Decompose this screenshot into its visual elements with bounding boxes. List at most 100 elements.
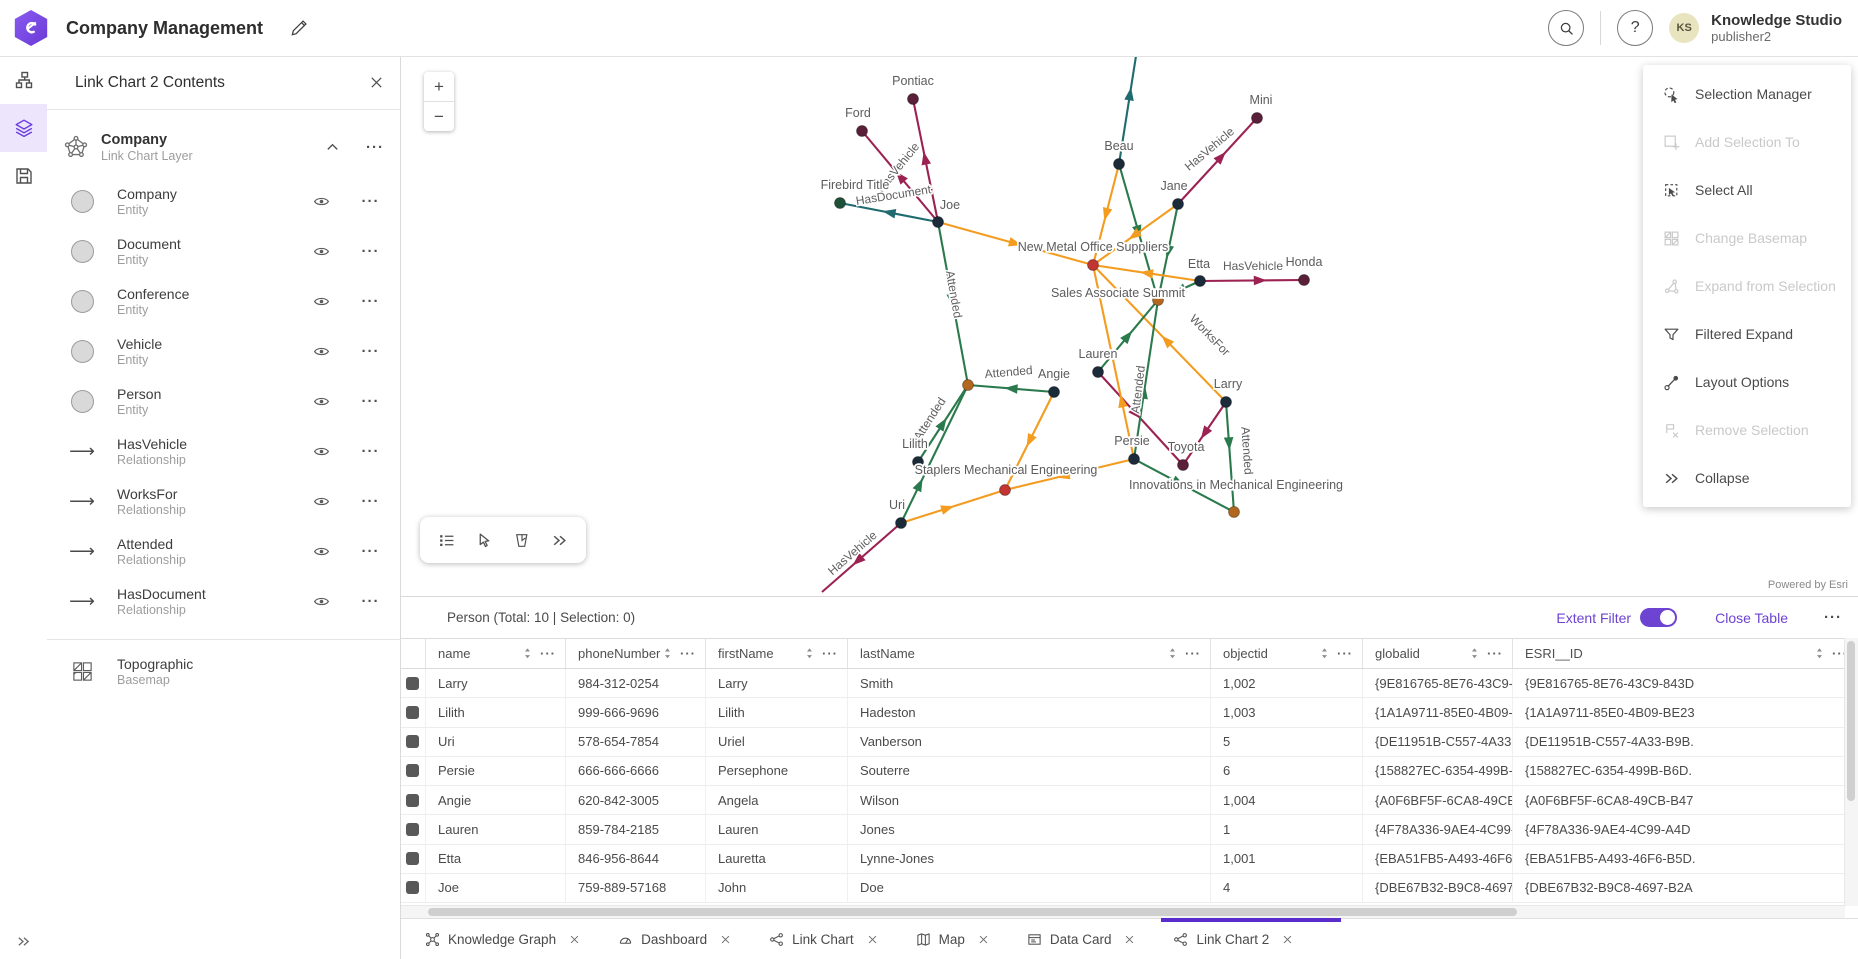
- chevron-up-icon[interactable]: [325, 140, 340, 155]
- nav-item-layers[interactable]: [0, 104, 47, 152]
- menu-item-selection-manager[interactable]: Selection Manager: [1643, 70, 1851, 118]
- tab-link-chart[interactable]: Link Chart: [769, 919, 878, 959]
- item-options-icon[interactable]: ···: [361, 592, 380, 610]
- tab-close-icon[interactable]: [1124, 934, 1135, 945]
- column-options-icon[interactable]: ···: [680, 646, 696, 661]
- item-options-icon[interactable]: ···: [361, 492, 380, 510]
- polygon-select-icon[interactable]: [513, 532, 530, 549]
- graph-node-angie[interactable]: [1048, 386, 1060, 398]
- graph-node-larry[interactable]: [1220, 396, 1232, 408]
- visibility-toggle[interactable]: [301, 393, 341, 410]
- graph-node-persie[interactable]: [1128, 453, 1140, 465]
- column-options-icon[interactable]: ···: [822, 646, 838, 661]
- graph-edge-Attended[interactable]: [1132, 299, 1160, 460]
- nav-item-project-tree[interactable]: [0, 56, 47, 104]
- layer-item-Attended[interactable]: ⟶ Attended Relationship ···: [47, 526, 400, 576]
- table-options-icon[interactable]: ···: [1824, 609, 1842, 626]
- avatar[interactable]: KS: [1669, 13, 1700, 43]
- close-table-button[interactable]: Close Table: [1715, 609, 1788, 626]
- layer-options-icon[interactable]: ···: [366, 138, 384, 156]
- table-row[interactable]: Uri 578-654-7854 Uriel Vanberson 5 {DE11951B-…: [400, 727, 1858, 757]
- link-chart-canvas[interactable]: HasVehicle HasDocument Attended HasVehicle H…: [400, 56, 1858, 596]
- column-options-icon[interactable]: ···: [1487, 646, 1503, 661]
- layer-item-Person[interactable]: Person Entity ···: [47, 376, 400, 426]
- tab-dashboard[interactable]: Dashboard: [618, 919, 731, 959]
- tab-link-chart-2[interactable]: Link Chart 2: [1161, 918, 1341, 959]
- sort-icon[interactable]: [1815, 647, 1824, 660]
- column-options-icon[interactable]: ···: [1185, 646, 1201, 661]
- graph-edge-Attended[interactable]: [1224, 401, 1236, 513]
- menu-item-layout-options[interactable]: Layout Options: [1643, 358, 1851, 406]
- column-options-icon[interactable]: ···: [1832, 646, 1848, 661]
- column-header-ESRI__ID[interactable]: ESRI__ID ···: [1513, 639, 1858, 668]
- graph-node-sas[interactable]: [1152, 294, 1164, 306]
- graph-node-hub[interactable]: [962, 379, 974, 391]
- graph-node-pontiac[interactable]: [907, 93, 919, 105]
- item-options-icon[interactable]: ···: [361, 542, 380, 560]
- legend-list-icon[interactable]: [438, 532, 455, 549]
- row-checkbox[interactable]: [406, 676, 419, 690]
- graph-edge-HasDocument[interactable]: [1117, 56, 1138, 165]
- link-chart-layer-row[interactable]: Company Link Chart Layer ···: [47, 118, 400, 176]
- row-checkbox[interactable]: [406, 705, 419, 719]
- graph-node-etta[interactable]: [1194, 275, 1206, 287]
- table-row[interactable]: Joe 759-889-57168 John Doe 4 {DBE67B32-B9C8-4…: [400, 873, 1858, 903]
- column-header-globalid[interactable]: globalid ···: [1363, 639, 1513, 668]
- panel-collapse-button[interactable]: [0, 934, 47, 949]
- close-panel-icon[interactable]: [369, 75, 384, 90]
- table-row[interactable]: Lauren 859-784-2185 Lauren Jones 1 {4F78A336-…: [400, 815, 1858, 845]
- column-header-phoneNumber[interactable]: phoneNumber ···: [566, 639, 706, 668]
- item-options-icon[interactable]: ···: [361, 442, 380, 460]
- tab-knowledge-graph[interactable]: Knowledge Graph: [425, 919, 580, 959]
- visibility-toggle[interactable]: [301, 593, 341, 610]
- nav-item-save[interactable]: [0, 152, 47, 200]
- edit-title-pencil-icon[interactable]: [289, 19, 308, 38]
- horizontal-scrollbar-thumb[interactable]: [428, 908, 1517, 916]
- row-checkbox[interactable]: [406, 852, 419, 866]
- vertical-scrollbar-thumb[interactable]: [1847, 641, 1855, 801]
- graph-node-lilith[interactable]: [912, 456, 924, 468]
- tab-close-icon[interactable]: [720, 934, 731, 945]
- visibility-toggle[interactable]: [301, 343, 341, 360]
- table-row[interactable]: Persie 666-666-6666 Persephone Souterre 6 {15…: [400, 756, 1858, 786]
- layer-item-HasDocument[interactable]: ⟶ HasDocument Relationship ···: [47, 576, 400, 626]
- column-header-firstName[interactable]: firstName ···: [706, 639, 848, 668]
- graph-edge-WorksFor[interactable]: [1092, 264, 1227, 403]
- layer-item-HasVehicle[interactable]: ⟶ HasVehicle Relationship ···: [47, 426, 400, 476]
- item-options-icon[interactable]: ···: [361, 292, 380, 310]
- sort-icon[interactable]: [805, 647, 814, 660]
- item-options-icon[interactable]: ···: [361, 192, 380, 210]
- graph-edge-HasVehicle[interactable]: [1199, 278, 1305, 283]
- extent-filter-toggle[interactable]: [1640, 608, 1678, 627]
- zoom-out-button[interactable]: −: [434, 106, 444, 126]
- graph-node-nmos[interactable]: [1087, 259, 1099, 271]
- graph-edge-WorksFor[interactable]: [1091, 264, 1136, 460]
- visibility-toggle[interactable]: [301, 543, 341, 560]
- table-row[interactable]: Etta 846-956-8644 Lauretta Lynne-Jones 1,001…: [400, 844, 1858, 874]
- column-header-objectid[interactable]: objectid ···: [1211, 639, 1363, 668]
- menu-item-collapse[interactable]: Collapse: [1643, 454, 1851, 502]
- graph-edge-Attended[interactable]: [900, 384, 969, 524]
- tab-close-icon[interactable]: [867, 934, 878, 945]
- graph-node-uri[interactable]: [895, 517, 907, 529]
- tab-map[interactable]: Map: [916, 919, 989, 959]
- tab-close-icon[interactable]: [569, 934, 580, 945]
- sort-icon[interactable]: [523, 647, 532, 660]
- graph-node-firebird[interactable]: [834, 197, 846, 209]
- tab-close-icon[interactable]: [978, 934, 989, 945]
- cursor-icon[interactable]: [476, 532, 493, 549]
- graph-node-joe[interactable]: [932, 216, 944, 228]
- sort-icon[interactable]: [1168, 647, 1177, 660]
- column-header-lastName[interactable]: lastName ···: [848, 639, 1211, 668]
- sort-icon[interactable]: [663, 647, 672, 660]
- row-checkbox[interactable]: [406, 764, 419, 778]
- row-checkbox[interactable]: [406, 793, 419, 807]
- graph-node-innovations[interactable]: [1228, 506, 1240, 518]
- graph-node-beau[interactable]: [1113, 158, 1125, 170]
- visibility-toggle[interactable]: [301, 243, 341, 260]
- graph-node-jane[interactable]: [1172, 198, 1184, 210]
- user-info[interactable]: Knowledge Studio publisher2: [1711, 12, 1842, 44]
- sort-icon[interactable]: [1470, 647, 1479, 660]
- sort-icon[interactable]: [1320, 647, 1329, 660]
- column-header-name[interactable]: name ···: [426, 639, 566, 668]
